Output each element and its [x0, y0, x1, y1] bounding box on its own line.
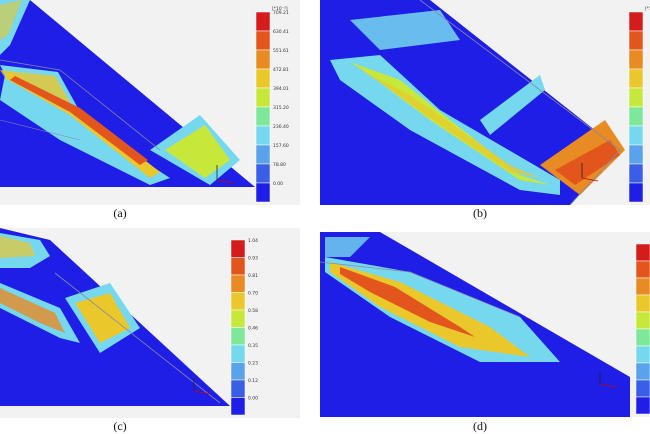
legend-unit: [*10⁻³]: [272, 6, 288, 12]
caption-a: (a): [113, 206, 127, 220]
legend-tick-label: 0.35: [248, 343, 258, 349]
caption-b: (b): [473, 206, 487, 220]
legend-swatch: [230, 309, 246, 328]
legend-tick-label: 0.23: [248, 361, 258, 367]
legend-swatch: [255, 87, 271, 108]
legend-swatch: [635, 396, 650, 415]
legend-tick-label: 236.40: [273, 124, 289, 130]
panel-a: [*10⁻³] 709.21 630.41 551.61 472.81 394.01 315…: [0, 0, 300, 205]
legend-tick-label: 551.61: [273, 48, 289, 54]
legend-tick-label: 472.81: [273, 67, 289, 73]
panel-c: 1.04 0.93 0.81 0.70 0.58 0.46 0.35 0.23 0.12 0.00: [0, 228, 300, 418]
legend-swatch: [628, 11, 644, 32]
legend-unit: [*10: [645, 6, 650, 12]
axis-triad-a: [216, 165, 235, 184]
panel-d: [320, 232, 650, 417]
contour-plot-a: [0, 0, 300, 205]
legend-tick-label: 0.00: [248, 396, 258, 402]
legend-swatch: [230, 362, 246, 381]
legend-swatch: [635, 362, 650, 381]
legend-swatch: [635, 328, 650, 347]
contour-plot-b: [320, 0, 650, 205]
legend-tick-label: 0.00: [273, 181, 283, 187]
legend-swatch: [230, 344, 246, 363]
legend-tick-label: 630.41: [273, 29, 289, 35]
caption-c: (c): [113, 419, 127, 433]
axis-triad-d: [599, 372, 617, 388]
legend-swatch: [635, 311, 650, 330]
legend-tick-label: 315.20: [273, 105, 289, 111]
legend-tick-label: 0.81: [248, 273, 258, 279]
legend-swatch: [635, 294, 650, 313]
contour-plot-d: [320, 232, 650, 417]
legend-swatch: [230, 257, 246, 276]
legend-swatch: [255, 49, 271, 70]
legend-swatch: [230, 292, 246, 311]
legend-swatch: [628, 30, 644, 51]
legend-swatch: [635, 277, 650, 296]
legend-tick-label: 1.04: [248, 238, 258, 244]
color-legend-d: [630, 236, 650, 421]
legend-swatch: [628, 87, 644, 108]
legend-tick-label: 0.93: [248, 256, 258, 262]
caption-d: (d): [473, 419, 487, 433]
legend-swatch: [230, 239, 246, 258]
panel-b: [*10: [320, 0, 650, 205]
legend-swatch: [230, 397, 246, 416]
legend-tick-label: 394.01: [273, 86, 289, 92]
legend-tick-label: 0.70: [248, 291, 258, 297]
legend-swatch: [255, 144, 271, 165]
legend-tick-label: 157.60: [273, 143, 289, 149]
legend-tick-label: 709.21: [273, 10, 289, 16]
legend-swatch: [635, 345, 650, 364]
axis-triad-c: [193, 378, 211, 395]
legend-swatch: [635, 379, 650, 398]
legend-swatch: [628, 68, 644, 89]
legend-swatch: [635, 243, 650, 262]
legend-swatch: [635, 260, 650, 279]
legend-swatch: [628, 144, 644, 165]
color-legend-b: [*10: [623, 4, 650, 209]
legend-swatch: [628, 49, 644, 70]
legend-tick-label: 0.58: [248, 308, 258, 314]
legend-tick-label: 78.80: [273, 162, 286, 168]
legend-swatch: [255, 11, 271, 32]
legend-swatch: [628, 125, 644, 146]
legend-swatch: [230, 379, 246, 398]
legend-swatch: [628, 182, 644, 203]
legend-swatch: [628, 106, 644, 127]
color-legend-a: [*10⁻³] 709.21 630.41 551.61 472.81 394.01 315…: [250, 4, 300, 209]
legend-swatch: [255, 30, 271, 51]
axis-triad-b: [581, 163, 599, 182]
legend-swatch: [628, 163, 644, 184]
legend-swatch: [255, 182, 271, 203]
contour-plot-c: [0, 228, 300, 418]
color-legend-c: 1.04 0.93 0.81 0.70 0.58 0.46 0.35 0.23 0.12 0.00: [225, 232, 275, 422]
legend-swatch: [255, 163, 271, 184]
legend-swatch: [255, 68, 271, 89]
legend-swatch: [255, 106, 271, 127]
legend-swatch: [255, 125, 271, 146]
legend-swatch: [230, 274, 246, 293]
legend-tick-label: 0.12: [248, 378, 258, 384]
legend-tick-label: 0.46: [248, 326, 258, 332]
legend-swatch: [230, 327, 246, 346]
